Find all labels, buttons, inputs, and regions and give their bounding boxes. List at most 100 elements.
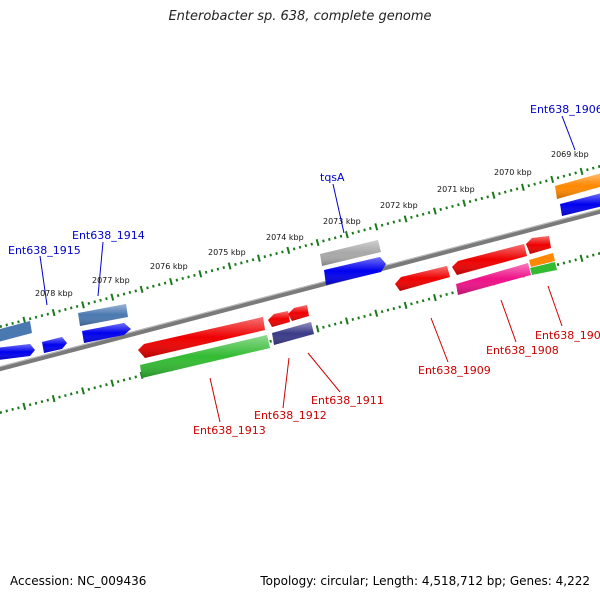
ruler-tick: [93, 386, 96, 390]
ruler-tick: [398, 219, 401, 223]
ruler-tick: [257, 254, 261, 262]
label-ent638-1913[interactable]: Ent638_1913: [193, 424, 266, 437]
ruler-tick: [69, 392, 73, 396]
ruler-tick: [539, 181, 542, 185]
ruler-tick: [556, 176, 560, 180]
ruler-tick: [498, 192, 501, 196]
ruler-tick: [128, 290, 132, 294]
ruler-tick: [269, 339, 272, 343]
ruler-tick: [398, 305, 401, 309]
ruler-tick: [304, 244, 308, 248]
label-ent638-1908[interactable]: Ent638_1908: [486, 344, 559, 357]
ruler-tick: [527, 184, 531, 188]
ruler-tick: [275, 252, 278, 256]
ruler-tick: [369, 226, 372, 230]
gene-ent638-1908[interactable]: [452, 244, 531, 295]
gene-ent638-1906[interactable]: [555, 173, 600, 216]
ruler-tick: [139, 285, 144, 293]
ruler-tick: [181, 276, 184, 280]
gene-ent638-1915-a[interactable]: [0, 321, 35, 360]
ruler-tick: [169, 277, 173, 286]
ruler-tick: [503, 190, 507, 194]
ruler-tick: [474, 198, 478, 202]
ruler-tick: [333, 236, 337, 240]
label-ent638-1915[interactable]: Ent638_1915: [8, 244, 81, 257]
label-ent638-1911[interactable]: Ent638_1911: [311, 394, 384, 407]
label-tqsA[interactable]: tqsA: [320, 171, 345, 184]
ruler-tick: [187, 275, 190, 279]
ruler-tick: [386, 308, 390, 312]
gene-ent638-1912[interactable]: [268, 311, 290, 327]
ruler-tick: [433, 293, 437, 302]
ruler-tick: [480, 196, 484, 200]
ruler-tick: [58, 395, 61, 399]
ruler-tick: [351, 231, 355, 235]
ruler-tick: [210, 269, 214, 273]
ruler-tick: [286, 246, 291, 255]
accession-text: Accession: NC_009436: [10, 574, 147, 588]
gene-ent638-1913[interactable]: [138, 317, 270, 378]
ruler-tick: [427, 297, 431, 301]
ruler-tick: [110, 379, 115, 387]
ruler-tick: [281, 250, 284, 254]
ruler-tick: [574, 258, 577, 262]
ruler-tick: [134, 375, 138, 379]
label-ent638-1909[interactable]: Ent638_1909: [418, 364, 491, 377]
ruler-tick: [445, 292, 448, 296]
label-ent638-1912[interactable]: Ent638_1912: [254, 409, 327, 422]
gene-ent638-1907[interactable]: [526, 236, 557, 275]
ruler-tick: [369, 313, 372, 317]
ruler-tick: [579, 254, 584, 262]
ruler-tick: [380, 223, 384, 227]
label-ent638-1906[interactable]: Ent638_1906: [530, 103, 600, 116]
ruler-tick: [134, 289, 138, 293]
ruler-tick: [333, 322, 337, 326]
ruler-tick: [22, 402, 27, 410]
ruler-tick: [193, 273, 196, 277]
gene-ent638-1911[interactable]: [272, 305, 314, 345]
ruler-tick: [122, 378, 126, 382]
ruler-tick: [462, 199, 467, 207]
ruler-tick: [46, 312, 50, 316]
ruler-tick: [439, 294, 443, 298]
ruler-tick: [521, 183, 525, 191]
ruler-tick: [292, 247, 296, 251]
ruler-tick: [240, 261, 243, 265]
ruler-tick: [64, 307, 67, 312]
ruler-tick: [533, 182, 536, 186]
label-ent638-1907[interactable]: Ent638_1907: [535, 329, 600, 342]
gene-tqsA[interactable]: [320, 240, 386, 285]
ruler-tick: [34, 401, 38, 405]
ruler-tick: [245, 259, 249, 263]
ruler-tick: [99, 384, 102, 388]
ruler-tick: [315, 238, 320, 247]
ruler-tick-label: 2070 kbp: [494, 168, 532, 177]
label-ent638-1914[interactable]: Ent638_1914: [72, 229, 145, 242]
ruler-tick: [345, 231, 349, 239]
gene-ent638-1915-b[interactable]: [42, 337, 67, 353]
ruler-tick: [269, 253, 272, 257]
genome-summary-text: Topology: circular; Length: 4,518,712 bp…: [260, 574, 590, 588]
ruler-tick: [152, 284, 155, 288]
ruler-tick: [328, 324, 331, 328]
gene-ent638-1909[interactable]: [395, 266, 450, 291]
ruler-tick-label: 2069 kbp: [551, 150, 589, 159]
gene-ent638-1914[interactable]: [78, 304, 131, 343]
ruler-tick: [328, 237, 331, 241]
ruler-tick: [374, 309, 379, 317]
label-leaders: [39, 115, 576, 423]
ruler-tick: [0, 324, 3, 328]
ruler-tick: [509, 188, 513, 192]
ruler-tick: [451, 291, 454, 295]
ruler-tick: [457, 203, 460, 207]
ruler-tick: [227, 262, 232, 270]
ruler-forward: [0, 165, 600, 328]
ruler-tick: [99, 298, 102, 302]
ruler-tick: [410, 215, 413, 219]
ruler-tick: [363, 314, 366, 318]
ruler-tick: [175, 278, 179, 282]
ruler-tick: [51, 394, 56, 403]
ruler-tick: [586, 255, 589, 259]
ruler-tick: [322, 239, 325, 243]
ruler-tick: [81, 301, 85, 309]
